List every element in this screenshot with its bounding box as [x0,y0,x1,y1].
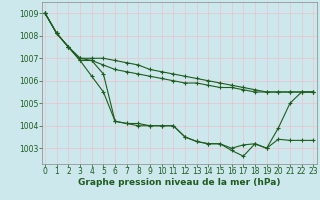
X-axis label: Graphe pression niveau de la mer (hPa): Graphe pression niveau de la mer (hPa) [78,178,280,187]
